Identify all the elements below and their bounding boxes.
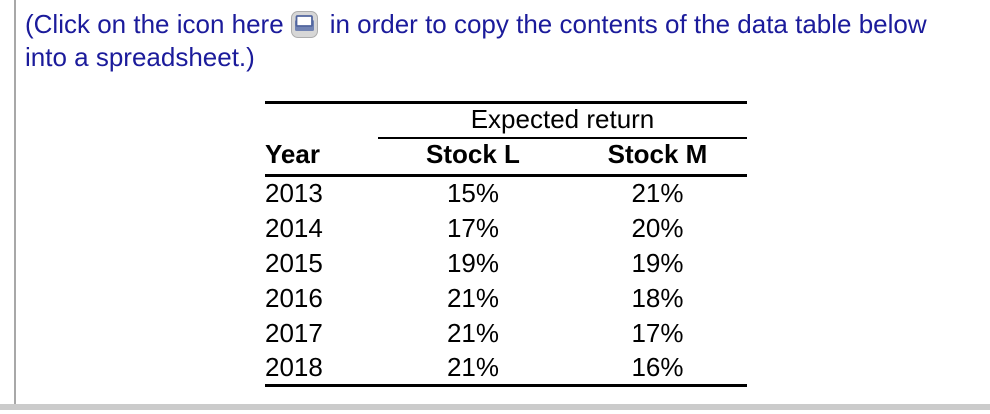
group-header-row: Expected return	[265, 102, 747, 139]
column-header-stock-m: Stock M	[568, 138, 747, 177]
stock-m-cell: 21%	[631, 178, 684, 209]
column-header-stock-l: Stock L	[378, 138, 568, 177]
instruction-line-1: (Click on the icon here in order to copy…	[25, 8, 927, 41]
table-row: 2014 17% 20%	[265, 211, 747, 246]
stock-m-cell: 19%	[631, 247, 684, 278]
expected-return-table: Expected return Year Stock L Stock M 201…	[265, 101, 747, 387]
stock-l-cell: 17%	[446, 212, 500, 243]
year-cell: 2017	[265, 317, 323, 348]
table-row: 2015 19% 19%	[265, 246, 747, 281]
year-cell: 2018	[265, 351, 323, 382]
stock-l-cell: 21%	[446, 351, 500, 382]
group-header-expected-return: Expected return	[378, 102, 747, 139]
bottom-scrollbar-track[interactable]	[0, 404, 990, 410]
table-row: 2018 21% 16%	[265, 351, 747, 386]
instruction-line1-after: in order to copy the contents of the dat…	[329, 9, 927, 39]
column-header-row: Year Stock L Stock M	[265, 138, 747, 177]
stock-m-cell: 18%	[631, 282, 684, 313]
instruction-text: (Click on the icon here in order to copy…	[25, 8, 927, 74]
stock-l-cell: 19%	[446, 247, 500, 278]
column-header-year: Year	[265, 138, 378, 177]
stock-m-cell: 16%	[631, 351, 684, 382]
copy-to-spreadsheet-icon[interactable]	[290, 11, 318, 38]
instruction-line1-before: (Click on the icon here	[25, 9, 284, 39]
stock-l-cell: 21%	[446, 282, 500, 313]
year-cell: 2015	[265, 247, 323, 278]
year-cell: 2016	[265, 282, 323, 313]
stock-m-cell: 20%	[631, 212, 684, 243]
group-header-spacer	[265, 103, 378, 139]
year-cell: 2013	[265, 178, 323, 209]
stock-l-cell: 21%	[446, 317, 500, 348]
table-row: 2013 15% 21%	[265, 176, 747, 211]
stock-l-cell: 15%	[446, 178, 500, 209]
table-row: 2016 21% 18%	[265, 281, 747, 316]
year-cell: 2014	[265, 212, 323, 243]
instruction-line-2: into a spreadsheet.)	[25, 42, 255, 72]
stock-m-cell: 17%	[631, 317, 684, 348]
table-row: 2017 21% 17%	[265, 316, 747, 351]
left-border-line	[14, 0, 16, 404]
